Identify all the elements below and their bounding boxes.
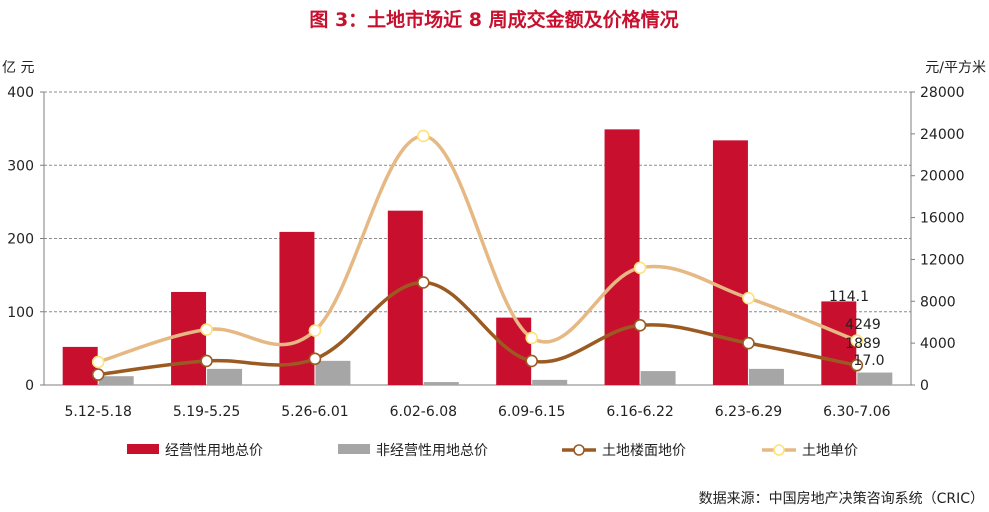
data-label: 1889 [845,336,881,352]
unit-price-point [417,129,430,143]
right-tick-label: 12000 [920,252,965,268]
x-tick-label: 5.19-5.25 [173,404,240,420]
left-tick-label: 100 [7,305,34,321]
legend-swatch [127,444,159,454]
right-tick-label: 20000 [920,169,965,185]
bar-non-operating [98,376,134,385]
x-tick-label: 5.26-6.01 [281,404,348,420]
right-tick-label: 4000 [920,336,956,352]
bar-operating [171,291,207,385]
unit-price-point [200,323,213,336]
floor-price-point [200,354,213,368]
right-y-axis: 0 4000 8000 12000 16000 20000 24000 28000 [911,85,965,394]
unit-price-point [525,331,538,345]
legend: 经营性用地总价 非经营性用地总价 土地楼面地价 土地单价 [127,443,858,459]
floor-price-point [308,352,322,366]
bar-operating [604,129,640,385]
legend-label: 土地单价 [802,443,858,459]
x-tick-label: 6.23-6.29 [715,404,782,420]
unit-price-point [308,324,322,337]
floor-price-point [742,336,755,350]
left-tick-label: 400 [7,85,34,101]
right-axis-unit: 元/平方米 [925,60,986,76]
left-axis-unit: 亿 元 [2,60,34,76]
bar-non-operating [315,360,351,385]
x-axis: 5.12-5.18 5.19-5.25 5.26-6.01 6.02-6.08 6.09… [64,404,890,420]
legend-label: 经营性用地总价 [165,443,263,459]
left-tick-label: 300 [7,158,34,174]
floor-price-point [417,276,430,289]
data-label: 17.0 [853,353,884,369]
bar-non-operating [748,368,784,385]
bar-non-operating [857,372,893,385]
left-y-axis: 0 100 200 300 400 [7,85,44,394]
right-tick-label: 16000 [920,211,965,227]
left-tick-label: 0 [25,378,34,394]
source-note: 数据来源：中国房地产决策咨询系统（CRIC） [699,490,984,507]
legend-marker [573,444,585,456]
floor-price-line [97,280,858,377]
legend-label: 土地楼面地价 [602,443,686,459]
right-tick-label: 0 [920,378,929,394]
bar-operating [387,210,423,385]
unit-price-point [742,291,755,305]
unit-price-line [97,134,858,364]
x-tick-label: 6.30-7.06 [823,404,890,420]
bar-non-operating [423,382,459,385]
floor-price-point [91,368,105,381]
chart-title: 图 3：土地市场近 8 周成交金额及价格情况 [309,8,678,31]
data-label: 114.1 [829,289,869,305]
right-tick-label: 8000 [920,294,956,310]
bar-operating [62,346,98,385]
legend-swatch [338,444,370,454]
bar-operating [821,301,857,385]
legend-marker [773,444,785,456]
bar-non-operating [532,379,568,385]
left-tick-label: 200 [7,232,34,248]
unit-price-point [91,355,105,369]
bar-non-operating [207,368,243,385]
floor-price-point [525,354,538,368]
bars [62,129,893,385]
unit-price-point [850,334,864,347]
legend-label: 非经营性用地总价 [376,443,488,459]
right-tick-label: 28000 [920,85,965,101]
x-tick-label: 6.09-6.15 [498,404,565,420]
floor-price-point [850,358,864,372]
bar-operating [712,140,748,385]
unit-price-point [633,261,647,275]
right-tick-label: 24000 [920,127,965,143]
floor-price-point [633,319,647,332]
x-tick-label: 5.12-5.18 [64,404,131,420]
data-label: 4249 [845,317,881,333]
x-tick-label: 6.16-6.22 [606,404,673,420]
lines [91,129,864,381]
bar-non-operating [640,371,676,385]
x-tick-label: 6.02-6.08 [390,404,457,420]
